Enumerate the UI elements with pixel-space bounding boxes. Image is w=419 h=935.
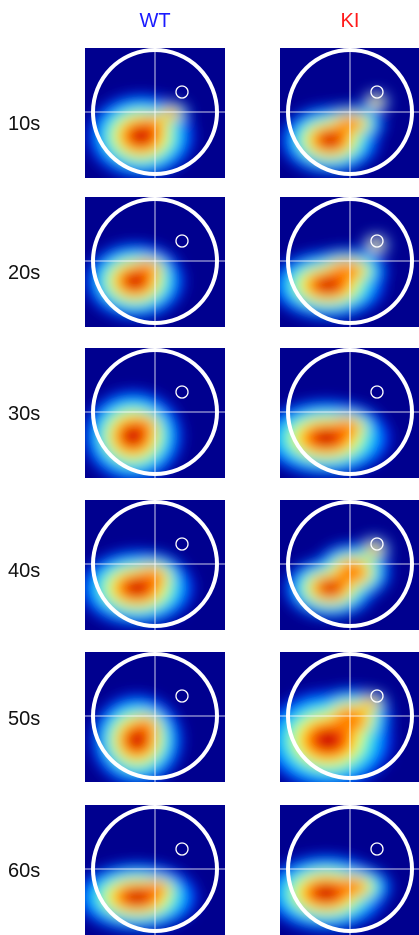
heatmap-wt-20s [85,197,225,327]
arena-ring [91,652,219,780]
heatmap-wt-60s [85,805,225,935]
platform-marker [175,234,189,248]
heat-blob [132,129,150,143]
row-label-20s: 20s [8,262,41,284]
heat-blob [322,583,338,593]
platform-marker [175,689,189,703]
heat-blob [128,582,146,594]
row-label-10s: 10s [8,113,41,135]
heat-blob [127,891,147,903]
col-header-ki: KI [340,10,360,32]
heat-blob [129,732,145,748]
heatmap-ki-30s [280,348,419,478]
heat-blob [315,432,337,444]
heatmap-wt-50s [85,652,225,782]
heat-blob [317,732,339,748]
arena-ring [91,500,219,628]
arena-ring [286,652,414,780]
platform-marker [175,537,189,551]
platform-marker [370,85,384,99]
heatmap-wt-10s [85,48,225,178]
heat-blob [319,279,337,291]
heatmap-ki-40s [280,500,419,630]
heat-blob [163,108,179,120]
row-label-60s: 60s [8,860,41,882]
heat-blob [125,428,141,444]
arena-ring [286,348,414,476]
arena-ring [286,805,414,933]
arena-ring [91,805,219,933]
heatmap-wt-30s [85,348,225,478]
row-label-50s: 50s [8,708,41,730]
platform-marker [370,689,384,703]
arena-ring [91,348,219,476]
col-header-wt: WT [139,10,171,32]
heat-blob [362,698,378,710]
heatmap-ki-20s [280,197,419,327]
arena-ring [286,197,414,325]
heatmap-wt-40s [85,500,225,630]
platform-marker [370,537,384,551]
platform-marker [175,842,189,856]
heat-blob [336,560,368,584]
arena-ring [286,500,414,628]
arena-ring [286,48,414,176]
platform-marker [370,842,384,856]
arena-ring [91,197,219,325]
platform-marker [175,85,189,99]
platform-marker [370,234,384,248]
heatmap-ki-50s [280,652,419,782]
arena-ring [91,48,219,176]
heat-blob [370,97,382,107]
heatmap-ki-10s [280,48,419,178]
row-label-30s: 30s [8,403,41,425]
heat-blob [127,275,143,287]
platform-marker [370,385,384,399]
heatmap-ki-60s [280,805,419,935]
row-label-40s: 40s [8,560,41,582]
heat-blob [322,134,338,146]
heat-blob [329,262,363,280]
heat-blob [316,887,336,899]
heat-blob [367,544,381,556]
platform-marker [175,385,189,399]
